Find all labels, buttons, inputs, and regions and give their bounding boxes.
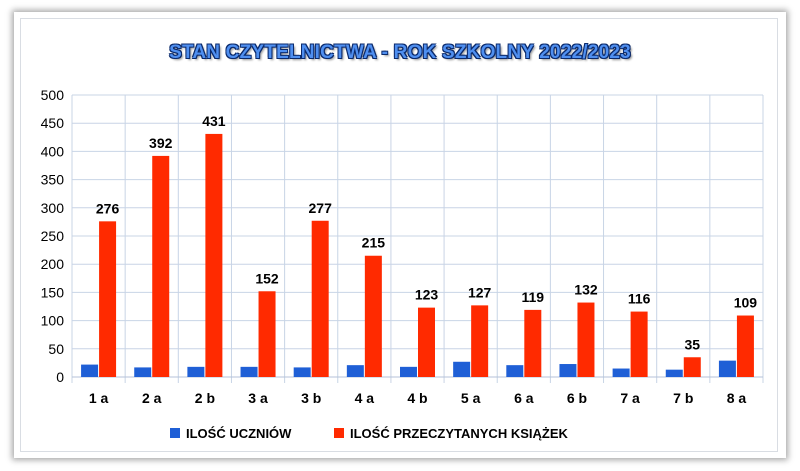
bar-uczniow xyxy=(293,367,311,377)
data-label: 127 xyxy=(468,284,492,300)
x-tick-label: 4 b xyxy=(407,390,427,406)
data-label: 35 xyxy=(684,336,700,352)
legend-swatch-uczniow xyxy=(170,428,180,438)
x-tick-label: 8 a xyxy=(727,390,747,406)
bar-ksiazek xyxy=(736,315,754,377)
x-tick-label: 7 a xyxy=(620,390,640,406)
bar-ksiazek xyxy=(418,307,435,377)
data-label: 123 xyxy=(415,287,439,303)
y-tick-label: 0 xyxy=(56,369,64,385)
bar-uczniow xyxy=(665,369,683,377)
bar-ksiazek xyxy=(630,311,648,377)
bar-uczniow xyxy=(400,366,417,377)
bar-uczniow xyxy=(346,365,364,377)
bar-ksiazek xyxy=(364,255,382,377)
y-tick-label: 50 xyxy=(48,341,64,357)
bar-ksiazek xyxy=(258,291,276,377)
legend: ILOŚĆ UCZNIÓW ILOŚĆ PRZECZYTANYCH KSIĄŻEK xyxy=(170,426,568,441)
x-tick-label: 1 a xyxy=(89,390,109,406)
data-label: 109 xyxy=(734,295,758,311)
bar-uczniow xyxy=(718,360,736,377)
y-tick-label: 450 xyxy=(41,115,65,131)
x-tick-label: 5 a xyxy=(461,390,481,406)
y-tick-label: 250 xyxy=(41,228,65,244)
bar-ksiazek xyxy=(683,357,701,377)
y-tick-label: 100 xyxy=(41,313,65,329)
x-tick-label: 4 a xyxy=(355,390,375,406)
chart-frame xyxy=(14,12,786,458)
legend-label-uczniow: ILOŚĆ UCZNIÓW xyxy=(186,426,292,441)
data-label: 277 xyxy=(309,200,333,216)
data-label: 276 xyxy=(96,200,120,216)
y-tick-label: 150 xyxy=(41,284,65,300)
y-tick-label: 350 xyxy=(41,172,65,188)
data-label: 392 xyxy=(149,135,173,151)
bar-uczniow xyxy=(187,366,205,377)
bar-uczniow xyxy=(81,364,99,377)
x-tick-label: 3 a xyxy=(248,390,268,406)
bar-ksiazek xyxy=(152,155,170,377)
data-label: 215 xyxy=(362,235,386,251)
y-tick-label: 300 xyxy=(41,200,65,216)
legend-swatch-ksiazek xyxy=(334,428,344,438)
x-tick-label: 6 b xyxy=(567,390,587,406)
x-tick-label: 2 a xyxy=(142,390,162,406)
data-label: 152 xyxy=(255,270,279,286)
bar-ksiazek xyxy=(577,302,595,377)
data-label: 431 xyxy=(202,113,226,129)
x-tick-label: 6 a xyxy=(514,390,534,406)
y-tick-label: 200 xyxy=(41,256,65,272)
bar-uczniow xyxy=(134,367,152,377)
bar-ksiazek xyxy=(99,221,117,377)
y-tick-label: 500 xyxy=(41,87,65,103)
bar-ksiazek xyxy=(471,305,489,377)
bar-ksiazek xyxy=(311,220,329,377)
gridlines xyxy=(71,94,764,383)
chart-inner-border xyxy=(20,18,778,452)
data-label: 119 xyxy=(522,289,545,305)
x-tick-label: 3 b xyxy=(301,390,321,406)
x-tick-label: 7 b xyxy=(673,390,693,406)
bars xyxy=(81,133,754,377)
x-tick-label: 2 b xyxy=(195,390,215,406)
bar-uczniow xyxy=(612,368,630,377)
y-tick-label: 400 xyxy=(41,143,65,159)
bar-ksiazek xyxy=(205,133,223,377)
bar-ksiazek xyxy=(524,309,542,377)
bar-uczniow xyxy=(453,361,471,377)
axes: 0 50 100 150 200 250 300 350 400 450 500 1 a 2 a 2 b 3… xyxy=(41,87,763,406)
bar-uczniow xyxy=(506,365,524,377)
bar-uczniow xyxy=(240,366,258,377)
legend-label-ksiazek: ILOŚĆ PRZECZYTANYCH KSIĄŻEK xyxy=(350,426,568,441)
chart-title: STAN CZYTELNICTWA - ROK SZKOLNY 2022/202… xyxy=(169,42,631,63)
data-label: 116 xyxy=(628,291,651,307)
bar-uczniow xyxy=(559,364,577,377)
data-label: 132 xyxy=(574,282,598,298)
data-labels: 276 392 431 152 277 215 123 127 119 132 116 35 109 xyxy=(96,113,757,352)
